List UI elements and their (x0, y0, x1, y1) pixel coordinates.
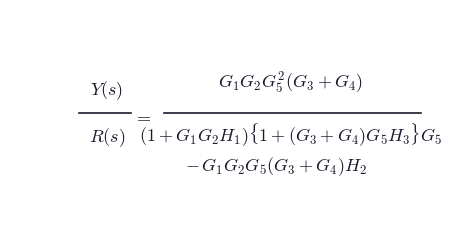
Text: $-\,G_1G_2G_5(G_3+G_4)H_2$: $-\,G_1G_2G_5(G_3+G_4)H_2$ (185, 156, 367, 178)
Text: $G_1G_2G_5^2(G_3+G_4)$: $G_1G_2G_5^2(G_3+G_4)$ (218, 71, 363, 96)
Text: $Y(s)$: $Y(s)$ (91, 79, 124, 102)
Text: $=$: $=$ (133, 107, 151, 125)
Text: $(1+G_1G_2H_1)\{1+(G_3+G_4)G_5H_3\}G_5$: $(1+G_1G_2H_1)\{1+(G_3+G_4)G_5H_3\}G_5$ (139, 121, 442, 148)
Text: $R(s)$: $R(s)$ (89, 127, 125, 149)
